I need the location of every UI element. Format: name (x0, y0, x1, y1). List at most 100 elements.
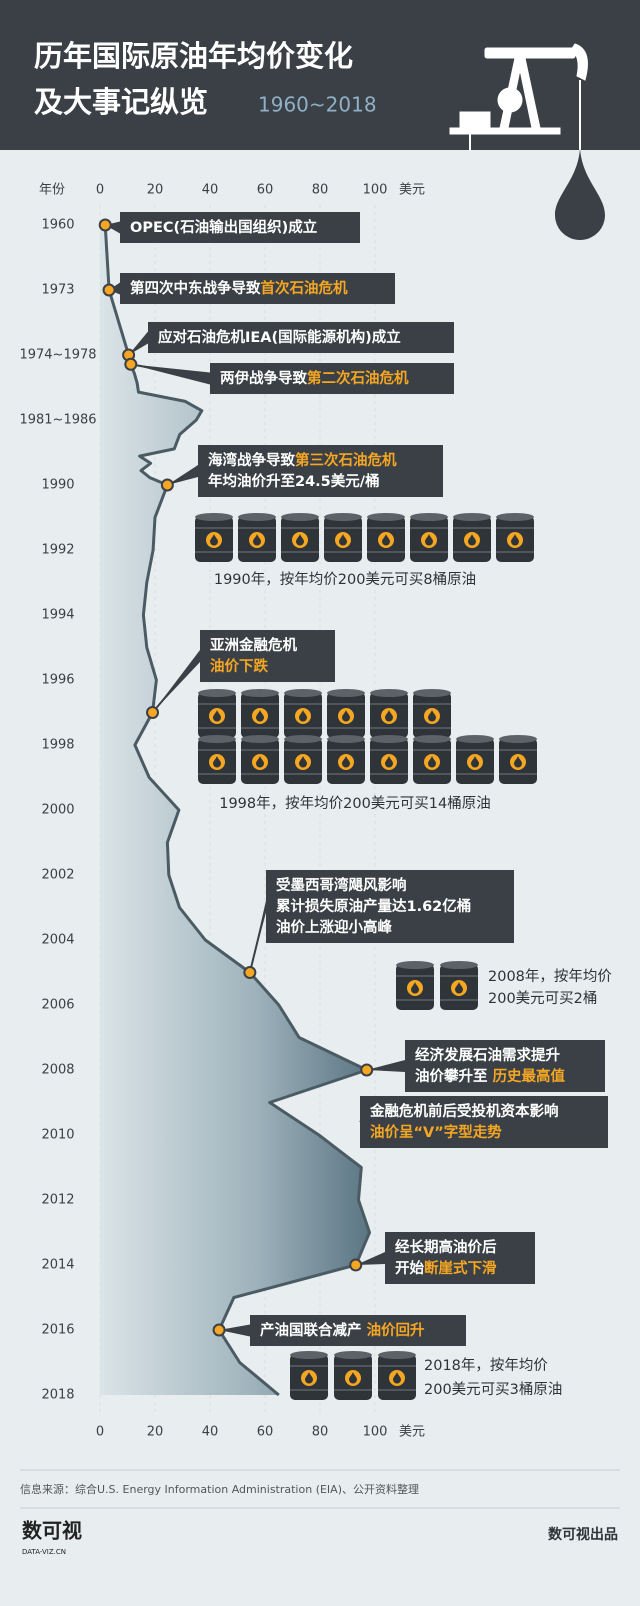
barrel-top (241, 735, 279, 743)
source: 信息来源：综合U.S. Energy Information Administr… (20, 1482, 419, 1496)
callout-text-part: 应对石油危机IEA(国际能源机构)成立 (158, 328, 401, 346)
barrel-drop (385, 710, 393, 722)
barrel (453, 513, 491, 562)
barrel-drop (256, 710, 264, 722)
barrel-top (499, 735, 537, 743)
barrel (284, 735, 322, 784)
barrel (327, 689, 365, 738)
callout-pointer (355, 1252, 385, 1265)
event-dot (349, 1258, 363, 1272)
value-unit: 美元 (399, 183, 425, 198)
barrel-note: 1998年，按年均价200美元可买14桶原油 (219, 795, 491, 812)
callout-text: 第四次中东战争导致首次石油危机 (130, 279, 348, 297)
barrel-note: 2018年，按年均价 (424, 1357, 548, 1374)
year-tick-label: 2010 (41, 1128, 74, 1143)
callout-text: 开始断崖式下滑 (395, 1259, 497, 1277)
year-tick-label: 2012 (41, 1193, 74, 1208)
pump-jack-icon (449, 43, 588, 150)
year-tick-label: 1992 (41, 543, 74, 558)
callout-text-part: 金融危机前后受投机资本影响 (369, 1102, 559, 1120)
barrel (238, 513, 276, 562)
callout-highlight: 历史最高值 (493, 1067, 566, 1085)
barrel-top (238, 513, 276, 521)
callout-text-part: OPEC(石油输出国组织)成立 (130, 218, 318, 236)
year-tick-label: 2018 (41, 1388, 74, 1403)
callout-text: 油价呈“V”字型走势 (370, 1123, 502, 1141)
callout-highlight: 首次石油危机 (261, 279, 348, 297)
callout-text-part: 产油国联合减产 (260, 1321, 367, 1339)
callout-box (120, 273, 395, 304)
barrel-top (198, 735, 236, 743)
year-tick-label: 1998 (41, 738, 74, 753)
value-tick-label: 20 (147, 183, 164, 198)
callout-box (148, 322, 454, 353)
callout-highlight: 第二次石油危机 (307, 369, 409, 387)
barrel-drop (468, 534, 476, 546)
barrel (290, 1351, 328, 1400)
callout-box (266, 870, 514, 943)
callout-leader (130, 363, 211, 380)
barrel-top (327, 689, 365, 697)
callout-text: 油价攀升至 历史最高值 (415, 1067, 566, 1085)
barrel-top (290, 1351, 328, 1359)
barrel (327, 735, 365, 784)
barrel-drop (296, 534, 304, 546)
barrel (499, 735, 537, 784)
barrel (440, 961, 478, 1010)
year-tick-label: 2014 (41, 1258, 74, 1273)
callout-text-part: 海湾战争导致 (208, 451, 295, 469)
value-tick-label: 40 (202, 1425, 219, 1440)
barrel-top (367, 513, 405, 521)
barrel (378, 1351, 416, 1400)
barrel (324, 513, 362, 562)
value-tick-label: 40 (202, 183, 219, 198)
barrel-top (496, 513, 534, 521)
title-line: 及大事记纵览 (34, 85, 208, 119)
callout-text: 亚洲金融危机 (210, 636, 297, 654)
barrel-drop (425, 534, 433, 546)
callout-text: 产油国联合减产 油价回升 (260, 1321, 425, 1339)
year-tick-label: 2008 (41, 1063, 74, 1078)
barrel (334, 1351, 372, 1400)
barrel-drop (385, 756, 393, 768)
callout-text-part: 开始 (395, 1259, 424, 1277)
event-dot (243, 966, 257, 979)
barrel-drop (428, 756, 436, 768)
barrel (195, 513, 233, 562)
callout-text: 年均油价升至24.5美元/桶 (208, 472, 380, 490)
callout-box (360, 1096, 608, 1148)
barrel-top (410, 513, 448, 521)
barrel (496, 513, 534, 562)
logo-sub: DATA-VIZ.CN (22, 1548, 66, 1556)
event-dot (146, 706, 160, 719)
barrel-drop (305, 1372, 313, 1384)
barrel-top (378, 1351, 416, 1359)
year-tick-label: 1994 (41, 608, 74, 623)
barrel (367, 513, 405, 562)
event-dot (360, 1063, 374, 1077)
barrel-drop (299, 710, 307, 722)
oil-drop-icon (555, 148, 605, 240)
callout-box (198, 445, 443, 497)
barrel-drop (342, 710, 350, 722)
barrel (396, 961, 434, 1010)
year-tick-label: 2016 (41, 1323, 74, 1338)
subtitle: 1960~2018 (258, 93, 377, 117)
barrel-note: 200美元可买3桶原油 (424, 1381, 562, 1398)
barrel-drop (382, 534, 390, 546)
event-dot (212, 1323, 226, 1337)
barrel-drop (511, 534, 519, 546)
callout-text-part: 年均油价升至24.5美元/桶 (208, 472, 380, 490)
callout-highlight: 油价回升 (367, 1321, 425, 1339)
callout-highlight: 油价下跌 (210, 657, 268, 675)
barrel-drop (299, 756, 307, 768)
barrel (241, 735, 279, 784)
callout-text-part: 油价攀升至 (415, 1067, 493, 1085)
year-tick-label: 1996 (41, 673, 74, 688)
callout-text: 受墨西哥湾飓风影响 (276, 876, 407, 894)
callout-text-part: 亚洲金融危机 (210, 636, 297, 654)
event-dot (102, 283, 116, 297)
barrel-top (334, 1351, 372, 1359)
